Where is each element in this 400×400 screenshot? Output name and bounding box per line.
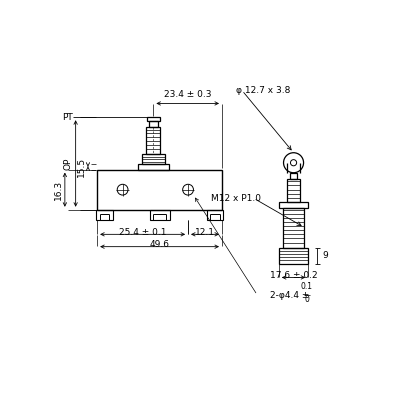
Text: 17.6 ± 0.2: 17.6 ± 0.2: [270, 271, 317, 280]
Text: OP: OP: [64, 157, 72, 170]
Text: φ 12.7 x 3.8: φ 12.7 x 3.8: [236, 86, 290, 95]
Text: M12 x P1.0: M12 x P1.0: [211, 194, 261, 203]
Bar: [283, 208, 304, 248]
Text: 23.4 ± 0.3: 23.4 ± 0.3: [164, 90, 212, 99]
Bar: [290, 173, 298, 179]
Text: 2-φ4.4 ±: 2-φ4.4 ±: [270, 291, 309, 300]
Bar: [206, 210, 224, 220]
Text: 49.6: 49.6: [150, 240, 170, 249]
Text: PT: PT: [62, 113, 73, 122]
Bar: [279, 248, 308, 264]
Bar: [279, 202, 308, 208]
Text: 15.5: 15.5: [77, 156, 86, 177]
Text: 16.3: 16.3: [54, 180, 62, 200]
Bar: [97, 170, 222, 210]
Bar: [146, 127, 160, 154]
Text: 25.4 ± 0.1: 25.4 ± 0.1: [119, 228, 166, 237]
Bar: [150, 210, 170, 220]
Text: 0: 0: [304, 295, 309, 304]
Text: 12.1: 12.1: [195, 228, 215, 237]
Bar: [96, 210, 113, 220]
Bar: [142, 154, 165, 164]
Bar: [149, 121, 158, 127]
Bar: [287, 179, 300, 202]
Text: 9: 9: [323, 252, 328, 260]
Bar: [147, 117, 160, 121]
Text: 0.1: 0.1: [301, 282, 313, 291]
Bar: [138, 164, 169, 170]
